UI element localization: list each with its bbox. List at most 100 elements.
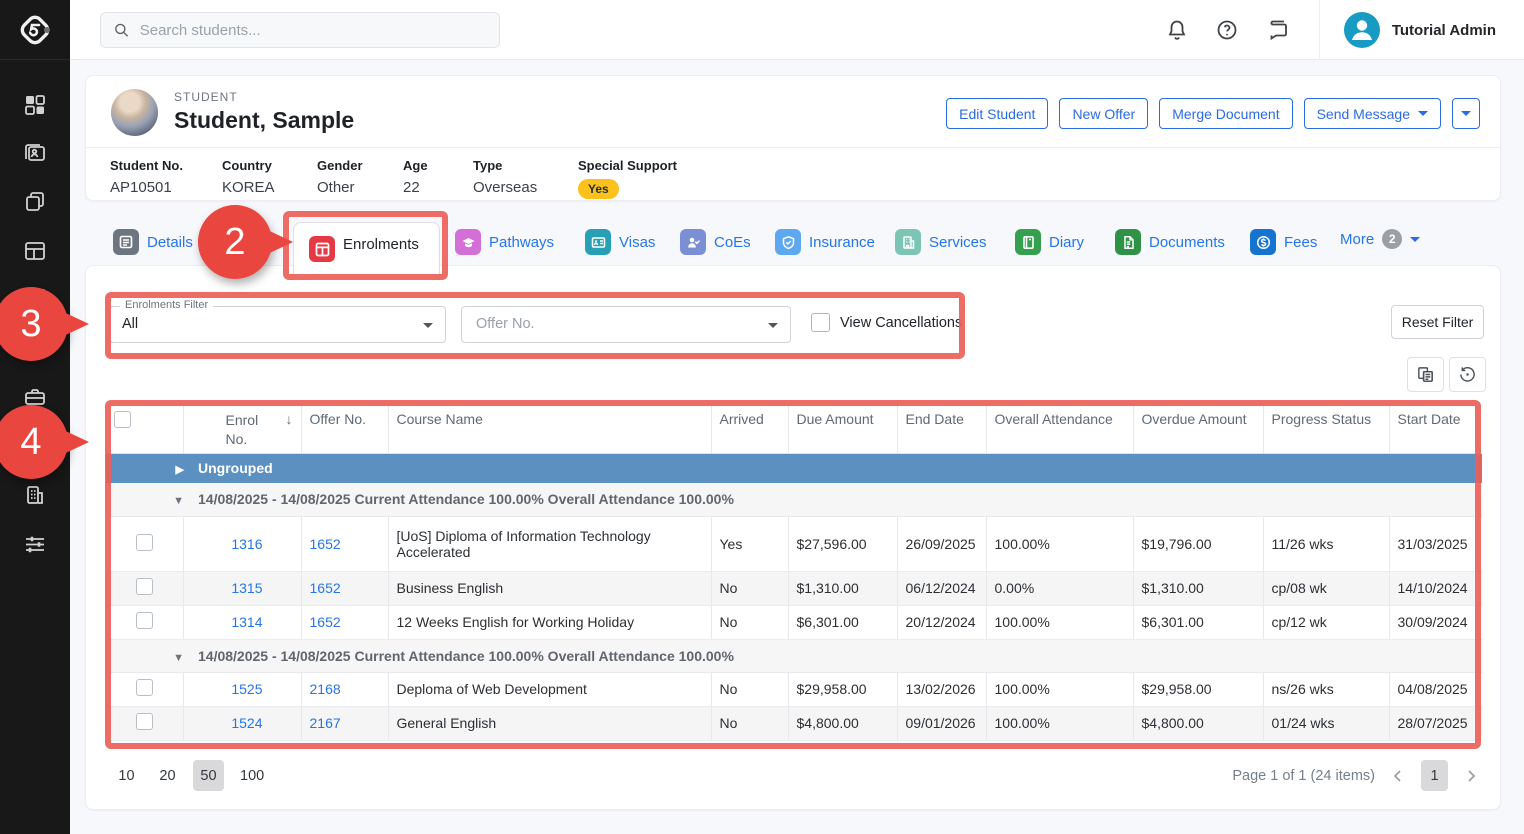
- col-overall-attendance[interactable]: Overall Attendance: [986, 401, 1133, 453]
- next-page-icon[interactable]: [1464, 769, 1478, 783]
- expand-right-icon[interactable]: ▶: [114, 463, 184, 476]
- col-enrol-no[interactable]: Enrol No. ↓: [183, 401, 301, 453]
- enrol-no-link[interactable]: 1316: [231, 536, 262, 552]
- details-icon: [113, 229, 139, 255]
- diary-icon: [1015, 229, 1041, 255]
- col-start-date[interactable]: Start Date: [1389, 401, 1482, 453]
- row-checkbox[interactable]: [136, 679, 153, 696]
- refresh-history-button[interactable]: [1449, 357, 1486, 392]
- group-row-ungrouped[interactable]: ▶Ungrouped: [106, 453, 1482, 483]
- page-size-20[interactable]: 20: [152, 760, 183, 791]
- offer-no-link[interactable]: 2168: [310, 681, 341, 697]
- topbar: Tutorial Admin: [70, 0, 1524, 60]
- edit-student-button[interactable]: Edit Student: [946, 98, 1048, 129]
- app-logo[interactable]: [0, 0, 70, 60]
- col-arrived[interactable]: Arrived: [711, 401, 788, 453]
- due-amount-cell: $27,596.00: [788, 516, 897, 571]
- tab-more[interactable]: More 2: [1340, 229, 1420, 249]
- page-size-100[interactable]: 100: [234, 760, 270, 791]
- chat-icon[interactable]: [1265, 18, 1289, 42]
- page-size-selector: 10 20 50 100: [111, 760, 270, 791]
- overall-attendance-cell: 100.00%: [986, 605, 1133, 639]
- col-progress-status[interactable]: Progress Status: [1263, 401, 1389, 453]
- offer-no-link[interactable]: 1652: [310, 614, 341, 630]
- col-offer-no[interactable]: Offer No.: [301, 401, 388, 453]
- group-row[interactable]: ▼14/08/2025 - 14/08/2025 Current Attenda…: [106, 639, 1482, 672]
- arrived-cell: Yes: [711, 516, 788, 571]
- table-row[interactable]: 1314 1652 12 Weeks English for Working H…: [106, 605, 1482, 639]
- layout-icon[interactable]: [23, 239, 47, 263]
- tab-visas[interactable]: Visas: [585, 229, 655, 255]
- table-row[interactable]: 1525 2168 Deploma of Web Development No …: [106, 672, 1482, 706]
- student-search[interactable]: [100, 12, 500, 48]
- chevron-down-icon: [423, 323, 433, 328]
- enrol-no-link[interactable]: 1525: [231, 681, 262, 697]
- search-input[interactable]: [140, 22, 487, 39]
- previous-page-icon[interactable]: [1391, 769, 1405, 783]
- offer-no-select[interactable]: Offer No.: [461, 306, 791, 343]
- select-all-checkbox[interactable]: [114, 411, 131, 428]
- sort-descending-icon[interactable]: ↓: [286, 411, 293, 449]
- start-date-cell: 31/03/2025: [1389, 516, 1482, 571]
- table-row[interactable]: 1524 2167 General English No $4,800.00 0…: [106, 706, 1482, 740]
- enrol-no-link[interactable]: 1315: [231, 580, 262, 596]
- offer-no-link[interactable]: 1652: [310, 580, 341, 596]
- offer-no-link[interactable]: 1652: [310, 536, 341, 552]
- row-checkbox[interactable]: [136, 713, 153, 730]
- organisation-icon[interactable]: [23, 483, 47, 507]
- page-number-button[interactable]: 1: [1421, 760, 1448, 791]
- kiosk-icon[interactable]: [23, 285, 47, 309]
- tab-diary[interactable]: Diary: [1015, 229, 1084, 255]
- table-row[interactable]: 1316 1652 [UoS] Diploma of Information T…: [106, 516, 1482, 571]
- enrol-no-link[interactable]: 1314: [231, 614, 262, 630]
- tab-label: Offers: [244, 234, 285, 251]
- send-message-button[interactable]: Send Message: [1304, 98, 1441, 129]
- tab-coes[interactable]: CoEs: [680, 229, 751, 255]
- tab-insurance[interactable]: Insurance: [775, 229, 875, 255]
- tab-offers[interactable]: Offers: [210, 229, 285, 255]
- enrolments-filter-select[interactable]: Enrolments Filter All: [109, 306, 446, 343]
- view-cancellations-option[interactable]: View Cancellations: [811, 313, 962, 332]
- col-due-amount[interactable]: Due Amount: [788, 401, 897, 453]
- row-checkbox[interactable]: [136, 534, 153, 551]
- topbar-right: Tutorial Admin: [1139, 0, 1496, 60]
- enrol-no-link[interactable]: 1524: [231, 715, 262, 731]
- reset-filter-button[interactable]: Reset Filter: [1391, 305, 1484, 339]
- tab-documents[interactable]: Documents: [1115, 229, 1225, 255]
- page-size-50[interactable]: 50: [193, 760, 224, 791]
- more-actions-button[interactable]: [1452, 98, 1480, 129]
- tab-enrolments[interactable]: Enrolments: [293, 222, 440, 280]
- pages-icon[interactable]: [23, 190, 47, 214]
- page-size-10[interactable]: 10: [111, 760, 142, 791]
- col-end-date[interactable]: End Date: [897, 401, 986, 453]
- start-date-cell: 14/10/2024: [1389, 571, 1482, 605]
- students-icon[interactable]: [23, 141, 47, 165]
- collapse-down-icon[interactable]: ▼: [114, 495, 184, 507]
- chevron-down-icon: [1461, 111, 1471, 116]
- student-photo[interactable]: [111, 89, 158, 136]
- settings-sliders-icon[interactable]: [23, 532, 47, 556]
- briefcase-icon[interactable]: [23, 385, 47, 409]
- new-offer-button[interactable]: New Offer: [1059, 98, 1148, 129]
- group-row[interactable]: ▼14/08/2025 - 14/08/2025 Current Attenda…: [106, 483, 1482, 516]
- col-overdue-amount[interactable]: Overdue Amount: [1133, 401, 1263, 453]
- offer-no-link[interactable]: 2167: [310, 715, 341, 731]
- tab-services[interactable]: Services: [895, 229, 987, 255]
- table-row[interactable]: 1315 1652 Business English No $1,310.00 …: [106, 571, 1482, 605]
- view-cancellations-checkbox[interactable]: [811, 313, 830, 332]
- tab-fees[interactable]: Fees: [1250, 229, 1317, 255]
- row-checkbox[interactable]: [136, 578, 153, 595]
- dashboard-icon[interactable]: [23, 93, 47, 117]
- tab-details[interactable]: Details: [113, 229, 193, 255]
- collapse-down-icon[interactable]: ▼: [114, 652, 184, 664]
- column-chooser-button[interactable]: [1407, 357, 1444, 392]
- merge-document-button[interactable]: Merge Document: [1159, 98, 1292, 129]
- pathways-icon: [455, 229, 481, 255]
- user-name[interactable]: Tutorial Admin: [1392, 22, 1496, 39]
- tab-pathways[interactable]: Pathways: [455, 229, 554, 255]
- col-course-name[interactable]: Course Name: [388, 401, 711, 453]
- notifications-bell-icon[interactable]: [1165, 18, 1189, 42]
- row-checkbox[interactable]: [136, 612, 153, 629]
- user-avatar[interactable]: [1344, 12, 1380, 48]
- help-icon[interactable]: [1215, 18, 1239, 42]
